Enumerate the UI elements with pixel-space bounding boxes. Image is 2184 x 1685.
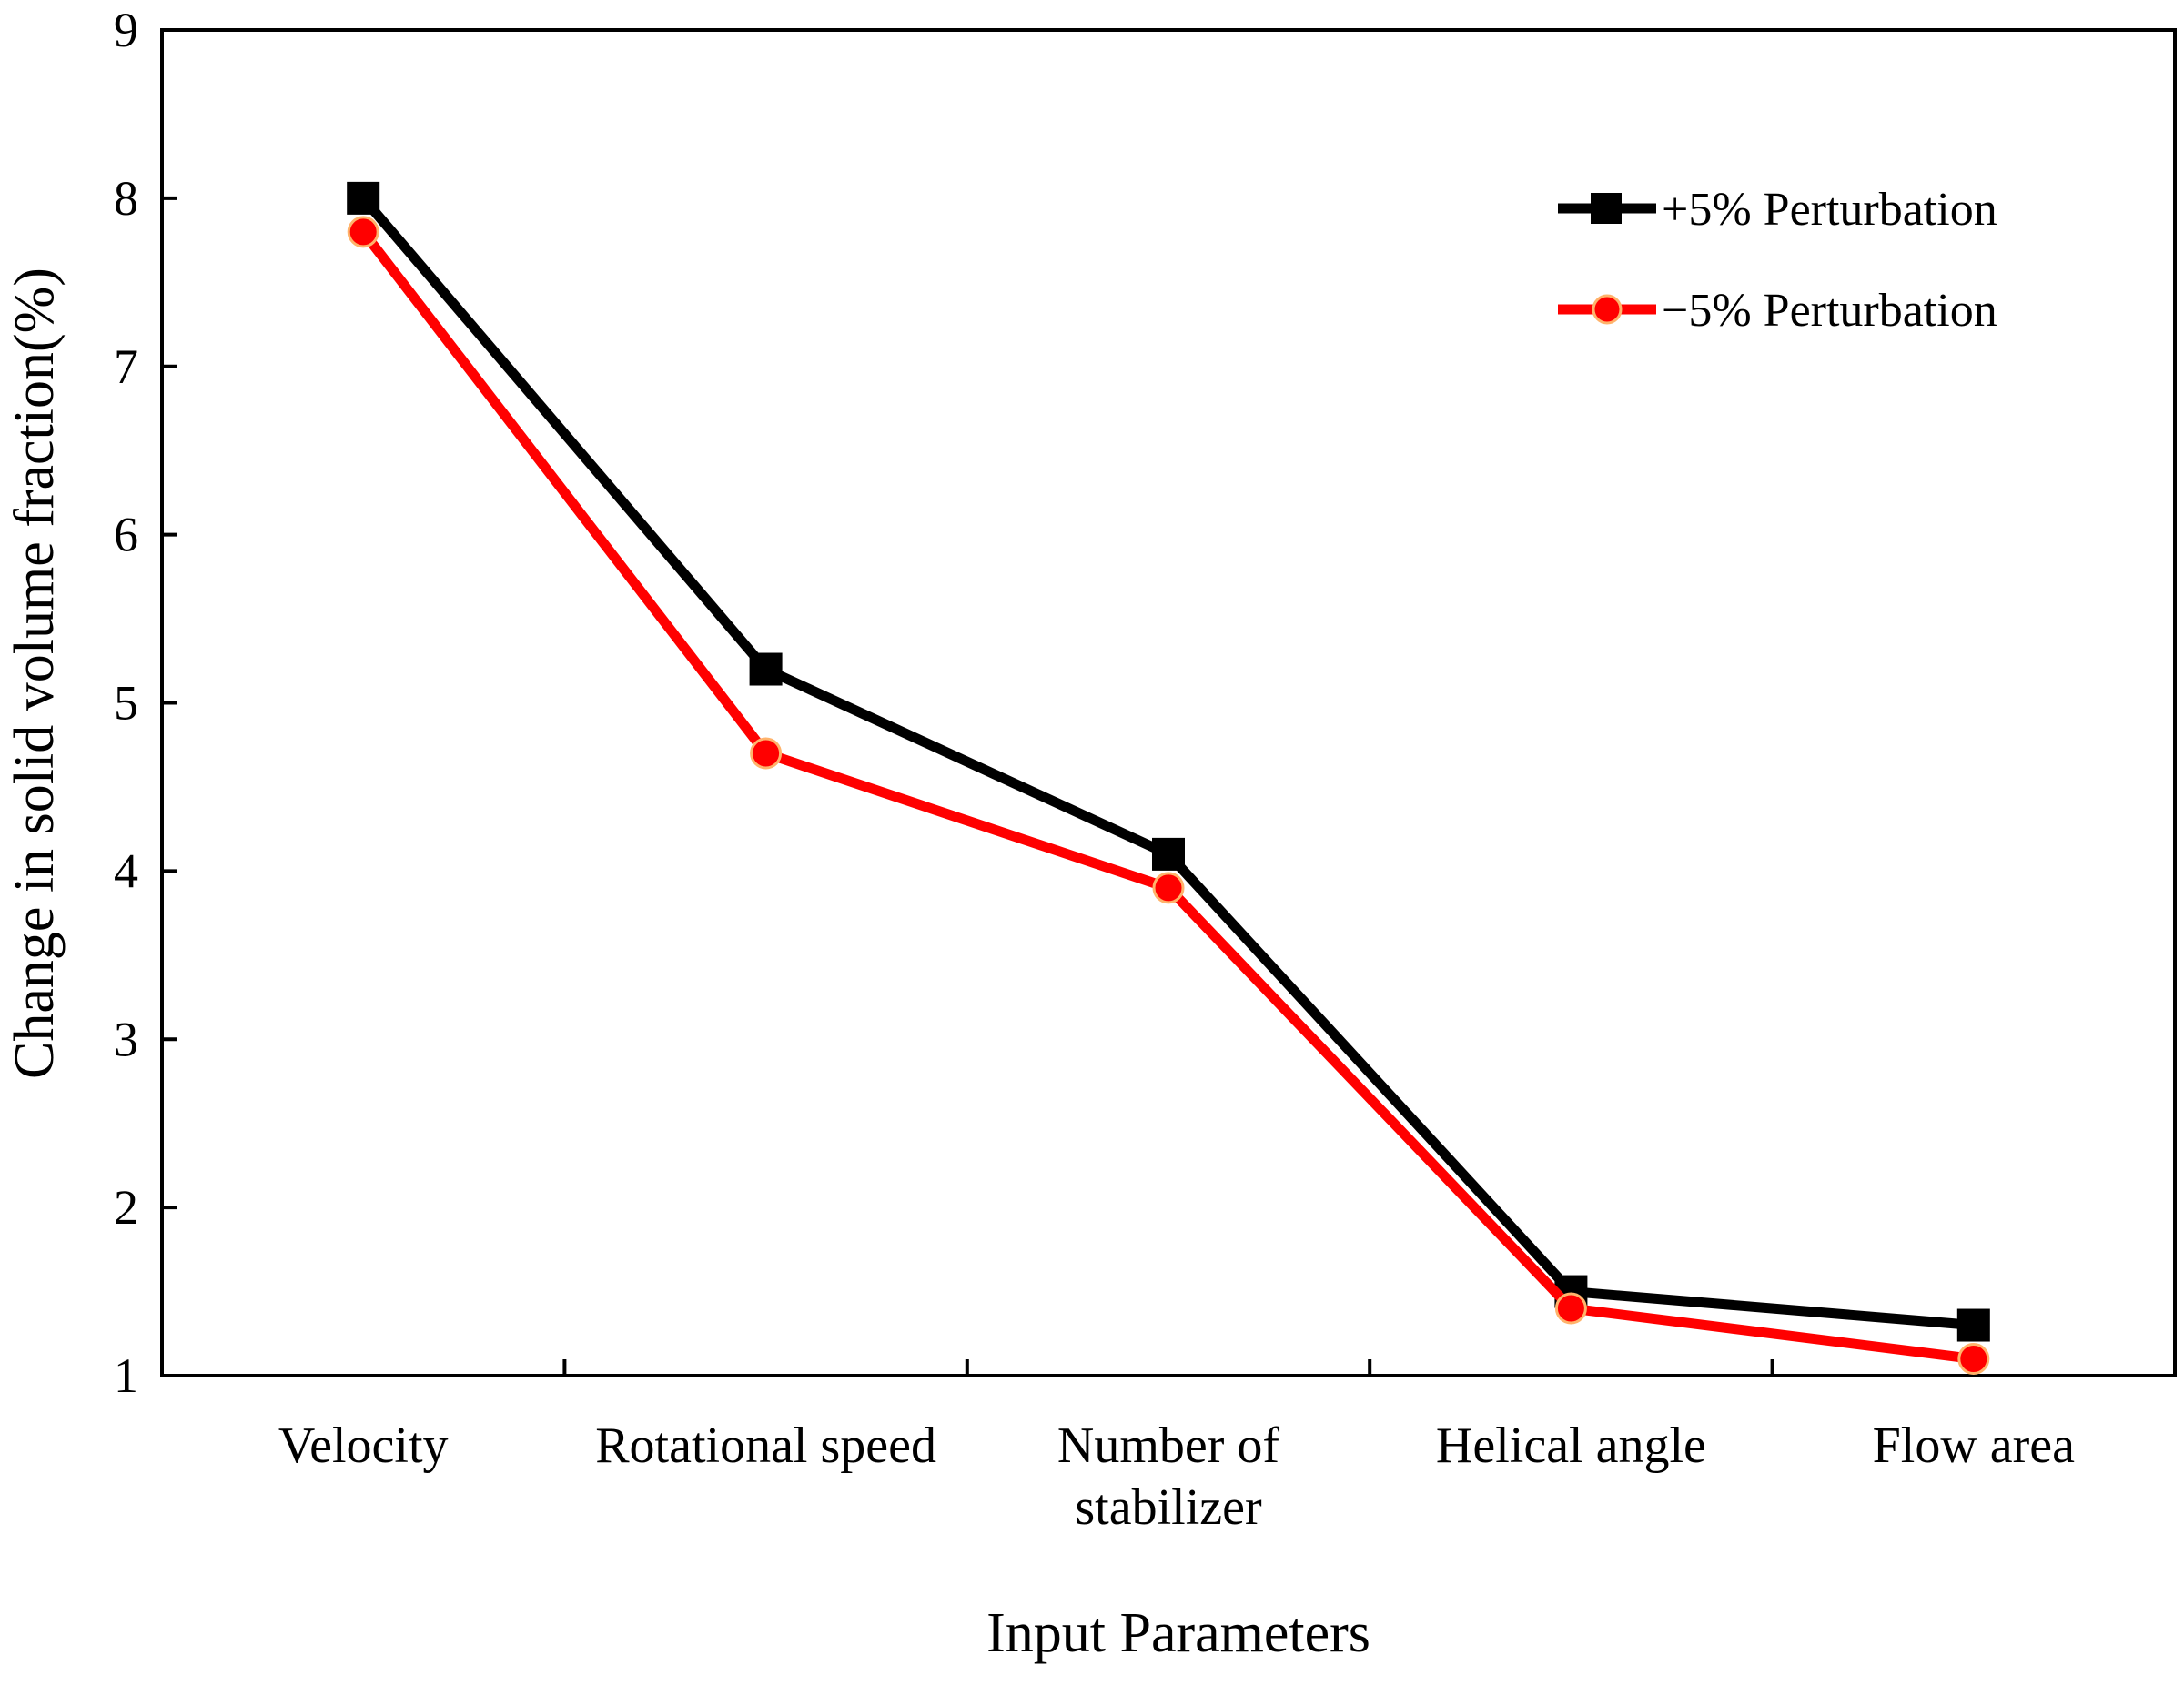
data-point [749,652,783,686]
data-point [347,216,379,248]
legend-label: +5% Perturbation [1662,184,1997,236]
y-tick-label: 3 [114,1012,138,1066]
data-point [1554,1292,1587,1325]
series-line [359,228,1975,1364]
legend-entry: +5% Perturbation [1558,184,1997,236]
x-tick-label: Flow area [1873,1418,2076,1474]
legend-marker [1592,294,1623,325]
legend: +5% Perturbation −5% Perturbation [1558,184,1997,337]
y-tick-label: 7 [114,339,138,394]
series-minus-5 [347,216,1990,1376]
x-tick-label: Helical angle [1436,1418,1706,1474]
x-tick-label: Rotational speed [595,1418,936,1474]
legend-entry: −5% Perturbation [1558,285,1997,337]
y-tick-label: 2 [114,1180,138,1235]
series-line [359,195,1975,1331]
y-axis-title: Change in solid volume fraction(%) [4,267,66,1079]
x-tick-label: Velocity [278,1418,449,1474]
y-tick-label: 4 [114,843,138,898]
series-plus-5 [347,181,1990,1342]
x-tick-label: Number of stabilizer [1057,1418,1280,1536]
data-point [1152,872,1185,904]
data-point [750,737,783,770]
y-tick-label: 1 [114,1348,138,1403]
y-tick-label: 8 [114,171,138,226]
y-tick-label: 5 [114,676,138,731]
data-point [1152,837,1185,871]
x-axis-title: Input Parameters [986,1602,1370,1664]
y-tick-label: 9 [114,3,138,57]
series-layer [347,181,1990,1376]
data-point [347,181,380,215]
x-axis: Velocity Rotational speed Number of stabili… [278,1359,2075,1536]
legend-label: −5% Perturbation [1662,285,1997,337]
legend-marker [1591,193,1622,224]
data-point [1956,1308,1990,1342]
y-axis: 1 2 3 4 5 6 7 8 9 [114,3,177,1403]
y-tick-label: 6 [114,508,138,562]
data-point [1957,1343,1990,1376]
